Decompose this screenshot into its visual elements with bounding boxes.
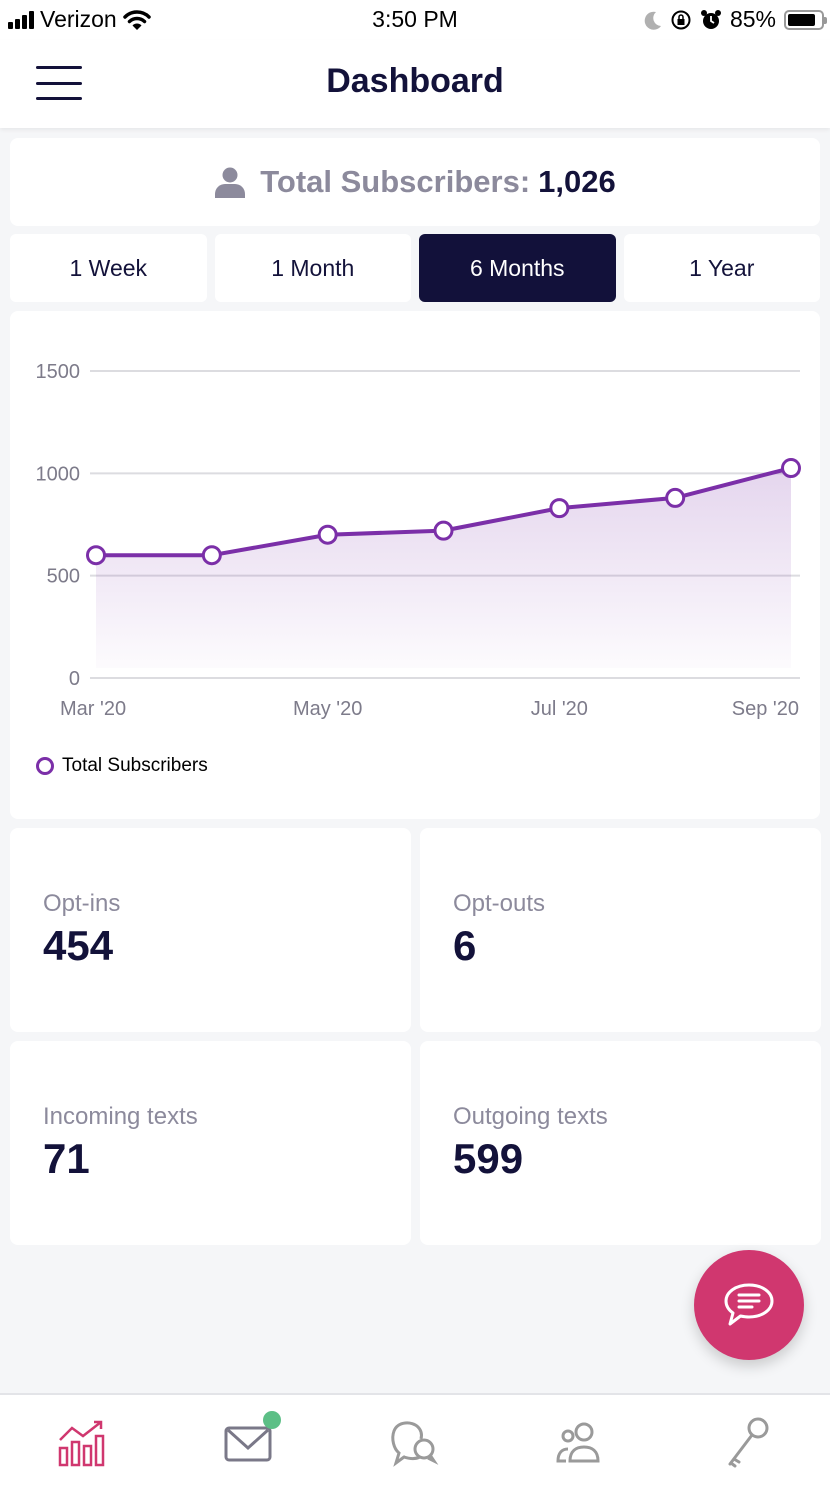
data-point bbox=[433, 520, 454, 541]
signal-icon bbox=[8, 10, 34, 29]
y-tick-label: 0 bbox=[69, 668, 80, 690]
subscribers-chart-card: 0 500 1000 1500 Mar '20 May '20 Jul '20 Sep '20… bbox=[10, 311, 820, 819]
status-left: Verizon bbox=[8, 6, 151, 33]
stat-label: Incoming texts bbox=[43, 1103, 198, 1130]
stat-card-outgoing-texts: Outgoing texts 599 bbox=[420, 1041, 821, 1245]
data-point bbox=[781, 458, 801, 479]
x-tick-label: Mar '20 bbox=[60, 698, 126, 720]
total-subscribers-label: Total Subscribers: bbox=[260, 164, 531, 199]
nav-dashboard[interactable] bbox=[43, 1403, 123, 1483]
page-title: Dashboard bbox=[326, 62, 504, 100]
tab-6-months[interactable]: 6 Months bbox=[419, 234, 616, 302]
stat-label: Opt-ins bbox=[43, 890, 121, 917]
y-tick-label: 1500 bbox=[36, 361, 81, 383]
stat-label: Opt-outs bbox=[453, 890, 546, 917]
status-time: 3:50 PM bbox=[372, 6, 458, 32]
moon-icon bbox=[644, 11, 661, 30]
data-point bbox=[201, 545, 222, 566]
stat-value: 454 bbox=[43, 922, 114, 969]
stat-label: Outgoing texts bbox=[453, 1103, 608, 1130]
stat-card-incoming-texts: Incoming texts 71 bbox=[10, 1041, 411, 1245]
bottom-nav bbox=[0, 1393, 830, 1490]
total-subscribers-card: Total Subscribers: 1,026 bbox=[10, 138, 820, 226]
unread-badge bbox=[263, 1410, 281, 1429]
x-tick-label: Sep '20 bbox=[732, 698, 799, 720]
carrier-name: Verizon bbox=[40, 6, 117, 32]
user-icon bbox=[215, 167, 246, 198]
data-point bbox=[86, 545, 106, 566]
wifi-icon bbox=[122, 9, 151, 30]
key-icon bbox=[728, 1417, 769, 1467]
y-tick-label: 1000 bbox=[36, 463, 81, 485]
users-icon bbox=[556, 1422, 600, 1462]
data-point bbox=[549, 498, 570, 519]
status-bar: Verizon 3:50 PM 85% bbox=[0, 0, 830, 40]
data-point bbox=[317, 524, 338, 545]
nav-messages[interactable] bbox=[209, 1403, 289, 1483]
tab-1-year[interactable]: 1 Year bbox=[623, 234, 820, 302]
tab-1-week[interactable]: 1 Week bbox=[10, 234, 207, 302]
time-range-tabs: 1 Week 1 Month 6 Months 1 Year bbox=[10, 234, 820, 302]
battery-level bbox=[788, 13, 816, 26]
legend-label: Total Subscribers bbox=[62, 755, 208, 776]
envelope-icon bbox=[224, 1426, 272, 1461]
rotation-lock-icon bbox=[671, 10, 691, 29]
stat-value: 71 bbox=[43, 1135, 90, 1182]
battery-icon bbox=[784, 9, 827, 30]
app-header: Dashboard bbox=[0, 40, 830, 128]
alarm-icon bbox=[700, 9, 721, 29]
new-message-fab[interactable] bbox=[694, 1250, 804, 1360]
x-tick-label: May '20 bbox=[293, 698, 362, 720]
battery-percent: 85% bbox=[729, 6, 776, 32]
series-area bbox=[96, 468, 791, 668]
data-point bbox=[665, 487, 686, 508]
stat-card-opt-ins: Opt-ins 454 bbox=[10, 828, 411, 1032]
stat-value: 6 bbox=[453, 922, 477, 969]
status-right: 85% bbox=[644, 6, 827, 33]
total-subscribers-value: 1,026 bbox=[538, 164, 616, 199]
y-tick-label: 500 bbox=[47, 566, 80, 588]
x-tick-label: Jul '20 bbox=[531, 698, 588, 720]
chat-bubble-icon bbox=[724, 1283, 774, 1326]
chat-bubbles-icon bbox=[391, 1420, 439, 1467]
stat-value: 599 bbox=[453, 1135, 524, 1182]
nav-keywords[interactable] bbox=[707, 1403, 787, 1483]
nav-conversations[interactable] bbox=[375, 1403, 455, 1483]
nav-contacts[interactable] bbox=[541, 1403, 621, 1483]
legend-marker-icon bbox=[36, 757, 54, 775]
chart-legend[interactable]: Total Subscribers bbox=[36, 755, 208, 777]
subscribers-chart: 0 500 1000 1500 Mar '20 May '20 Jul '20 Sep '20 bbox=[36, 361, 801, 720]
tab-1-month[interactable]: 1 Month bbox=[214, 234, 411, 302]
analytics-chart-icon bbox=[58, 1420, 105, 1466]
hamburger-menu-icon[interactable] bbox=[36, 66, 82, 100]
stat-card-opt-outs: Opt-outs 6 bbox=[420, 828, 821, 1032]
